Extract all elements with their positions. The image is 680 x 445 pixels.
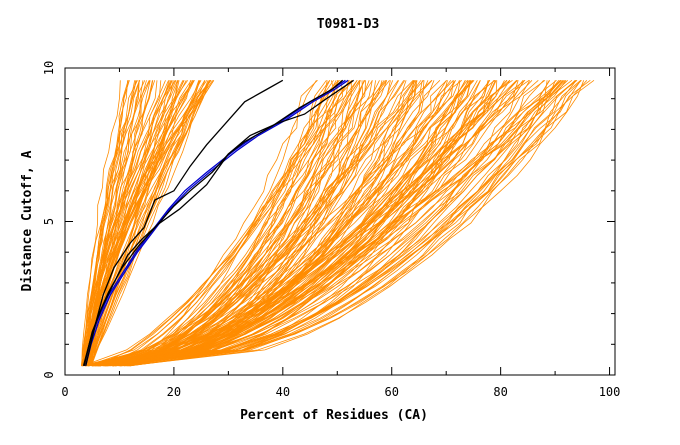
bundle-curve	[103, 80, 358, 367]
bundle-curve	[124, 80, 551, 367]
series-line-1	[85, 79, 349, 366]
chart-title: T0981-D3	[317, 17, 380, 32]
bundle-curve	[82, 80, 330, 367]
x-tick-label: 60	[385, 385, 399, 399]
bundle-curve	[86, 80, 337, 367]
bundle-curve	[119, 80, 376, 367]
bundle-curve	[106, 80, 328, 367]
bundle-curve	[81, 80, 140, 366]
bundle-curve	[87, 80, 178, 366]
bundle-curve	[115, 79, 591, 367]
bundle-curve	[85, 80, 556, 367]
x-tick-label: 80	[493, 385, 507, 399]
bundle-curve	[115, 80, 517, 367]
bundle-curve	[87, 80, 201, 366]
bundle-curve	[87, 80, 213, 366]
bundle-curve	[99, 79, 578, 367]
x-tick-label: 100	[599, 385, 621, 399]
bundle-curve	[95, 80, 350, 367]
bundle-curve	[96, 80, 566, 367]
x-axis-label: Percent of Residues (CA)	[240, 408, 428, 423]
bundle-curve	[113, 80, 380, 367]
series-line-2	[85, 79, 284, 366]
bundle-curve	[108, 80, 317, 367]
bundle-curve	[98, 80, 414, 367]
bundle-curve	[94, 80, 349, 367]
bundle-curve	[115, 80, 494, 367]
bundle-curve	[92, 80, 415, 367]
bundle-curve	[96, 80, 490, 367]
bundle-curve	[127, 80, 562, 367]
bundle-curve	[113, 80, 366, 367]
bundle-curve	[81, 80, 214, 366]
bundle-curve	[129, 80, 481, 367]
y-axis-label: Distance Cutoff, A	[20, 150, 35, 291]
bundle-curve	[87, 80, 568, 367]
bundle-curve	[103, 80, 470, 367]
bundle-curve	[119, 80, 544, 367]
bundle-curve	[82, 80, 342, 367]
bundle-curve	[81, 80, 452, 367]
bundle-curve	[96, 80, 564, 367]
bundle-curve	[128, 80, 585, 367]
x-tick-label: 40	[276, 385, 290, 399]
bundle-curve	[88, 80, 206, 366]
bundle-curve	[83, 80, 174, 366]
bundle-curve	[107, 79, 511, 367]
bundle-curve	[87, 80, 185, 366]
series-line-0	[83, 79, 346, 366]
bundle-curve	[119, 80, 334, 367]
bundle-curve	[89, 80, 150, 366]
orange-curve-bundle	[80, 79, 595, 367]
bundle-curve	[99, 80, 519, 367]
bundle-curve	[87, 80, 448, 367]
bundle-curve	[128, 80, 340, 367]
bundle-curve	[87, 80, 179, 366]
bundle-curve	[125, 80, 365, 367]
highlighted-series-layer	[82, 79, 354, 366]
bundle-curve	[121, 80, 391, 367]
bundle-curve	[106, 79, 546, 367]
bundle-curve	[111, 80, 447, 367]
bundle-curve	[87, 80, 136, 366]
x-tick-label: 0	[61, 385, 68, 399]
series-line-4	[82, 79, 344, 366]
bundle-curve	[112, 80, 498, 367]
axes: 0 20 40 60 80 100 0 5 10	[42, 61, 620, 399]
x-tick-label: 20	[167, 385, 181, 399]
bundle-curve	[113, 80, 524, 367]
bundle-curve	[100, 80, 508, 367]
y-tick-label: 0	[42, 371, 56, 378]
bundle-curve	[81, 80, 405, 367]
bundle-curve	[98, 80, 429, 367]
bundle-curve	[126, 80, 352, 367]
y-tick-label: 5	[42, 218, 56, 225]
bundle-curve	[81, 80, 177, 366]
bundle-curve	[124, 80, 318, 367]
bundle-curve	[82, 80, 140, 366]
bundle-curve	[90, 80, 137, 366]
bundle-curve	[86, 80, 350, 367]
y-tick-label: 10	[42, 61, 56, 75]
bundle-curve	[82, 80, 130, 366]
bundle-curve	[82, 80, 195, 366]
bundle-curve	[83, 80, 121, 366]
bundle-curve	[102, 80, 370, 367]
bundle-curve	[114, 79, 511, 367]
bundle-curve	[126, 80, 550, 367]
bundle-curve	[85, 80, 466, 367]
bundle-curve	[85, 80, 176, 366]
bundle-curve	[92, 80, 582, 367]
